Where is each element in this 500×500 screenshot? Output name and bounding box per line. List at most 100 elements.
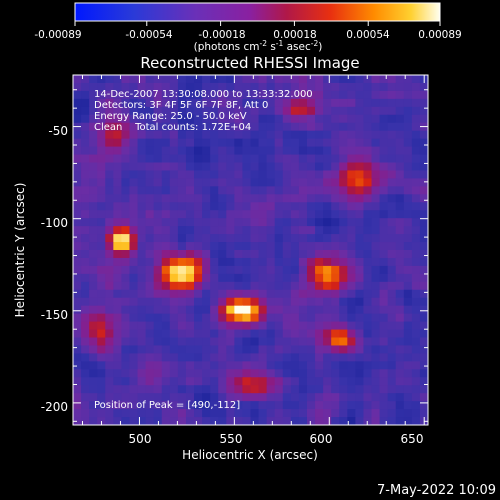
heatmap-cell <box>306 82 316 92</box>
heatmap-cell <box>331 122 340 132</box>
heatmap-cell <box>137 393 147 402</box>
heatmap-cell <box>258 114 268 124</box>
heatmap-cell <box>234 289 244 299</box>
heatmap-cell <box>89 353 98 362</box>
heatmap-cell <box>137 305 147 315</box>
heatmap-cell <box>290 170 300 179</box>
heatmap-cell <box>89 305 98 315</box>
heatmap-cell <box>266 234 276 243</box>
heatmap-cell <box>113 194 123 203</box>
heatmap-cell <box>363 170 373 179</box>
heatmap-cell <box>298 242 308 251</box>
heatmap-cell <box>202 146 211 156</box>
heatmap-cell <box>177 353 187 362</box>
heatmap-cell <box>347 250 356 259</box>
heatmap-cell <box>105 289 114 299</box>
heatmap-cell <box>395 417 405 425</box>
heatmap-cell <box>315 202 324 211</box>
heatmap-cell <box>387 178 397 187</box>
annotation-energy-range: Energy Range: 25.0 - 50.0 keV <box>94 111 247 122</box>
heatmap-cell <box>298 122 308 132</box>
heatmap-cell <box>242 242 252 251</box>
heatmap-cell <box>97 242 106 251</box>
heatmap-cell <box>137 210 147 219</box>
heatmap-cell <box>266 401 276 410</box>
heatmap-cell <box>161 242 171 251</box>
heatmap-cell <box>379 98 389 108</box>
heatmap-cell <box>234 75 244 84</box>
heatmap-cell <box>161 194 171 203</box>
heatmap-cell <box>234 154 244 164</box>
heatmap-cell <box>202 75 211 84</box>
heatmap-cells <box>73 75 428 425</box>
heatmap-cell <box>331 130 340 140</box>
heatmap-cell <box>234 401 244 410</box>
heatmap-cell <box>395 401 405 410</box>
heatmap-cell <box>258 75 268 84</box>
heatmap-cell <box>411 409 421 418</box>
heatmap-cell <box>323 82 332 92</box>
heatmap-cell <box>218 106 227 116</box>
heatmap-cell <box>250 353 260 362</box>
heatmap-cell <box>153 122 163 132</box>
heatmap-cell <box>290 250 300 259</box>
heatmap-cell <box>290 297 300 307</box>
heatmap-cell <box>89 361 98 370</box>
heatmap-cell <box>226 417 235 425</box>
heatmap-cell <box>161 289 171 299</box>
heatmap-cell <box>242 369 252 378</box>
heatmap-cell <box>315 122 324 132</box>
heatmap-cell <box>290 329 300 339</box>
heatmap-cell <box>403 257 413 267</box>
heatmap-cell <box>323 122 332 132</box>
heatmap-cell <box>258 82 268 92</box>
heatmap-cell <box>129 401 139 410</box>
heatmap-cell <box>97 106 106 116</box>
heatmap-cell <box>282 250 292 259</box>
heatmap-cell <box>129 393 139 402</box>
heatmap-cell <box>81 401 90 410</box>
heatmap-cell <box>282 409 292 418</box>
heatmap-cell <box>185 138 195 148</box>
heatmap-cell <box>387 281 397 291</box>
heatmap-cell <box>250 130 260 140</box>
heatmap-cell <box>347 242 356 251</box>
heatmap-cell <box>306 273 316 283</box>
heatmap-cell <box>355 114 365 124</box>
heatmap-cell <box>226 321 235 331</box>
heatmap-cell <box>306 242 316 251</box>
heatmap-cell <box>226 257 235 267</box>
heatmap-cell <box>185 273 195 283</box>
heatmap-cell <box>395 242 405 251</box>
heatmap-cell <box>73 393 82 402</box>
heatmap-cell <box>355 178 365 187</box>
heatmap-cell <box>121 210 131 219</box>
heatmap-cell <box>379 75 389 84</box>
heatmap-cell <box>347 122 356 132</box>
heatmap-cell <box>258 170 268 179</box>
heatmap-cell <box>363 250 373 259</box>
heatmap-cell <box>210 401 219 410</box>
heatmap-cell <box>129 257 139 267</box>
heatmap-cell <box>169 98 179 108</box>
heatmap-cell <box>89 265 98 275</box>
heatmap-cell <box>105 138 114 148</box>
heatmap-cell <box>395 337 405 347</box>
heatmap-cell <box>298 369 308 378</box>
heatmap-cell <box>403 297 413 307</box>
heatmap-cell <box>395 75 405 84</box>
heatmap-cell <box>153 289 163 299</box>
heatmap-cell <box>290 377 300 386</box>
heatmap-cell <box>137 385 147 394</box>
heatmap-cell <box>387 226 397 235</box>
heatmap-cell <box>121 289 131 299</box>
heatmap-cell <box>161 361 171 370</box>
heatmap-cell <box>282 369 292 378</box>
heatmap-cell <box>81 122 90 132</box>
heatmap-cell <box>395 202 405 211</box>
heatmap-cell <box>194 186 203 195</box>
heatmap-cell <box>137 361 147 370</box>
heatmap-cell <box>73 218 82 227</box>
heatmap-cell <box>113 361 123 370</box>
heatmap-cell <box>218 234 227 243</box>
